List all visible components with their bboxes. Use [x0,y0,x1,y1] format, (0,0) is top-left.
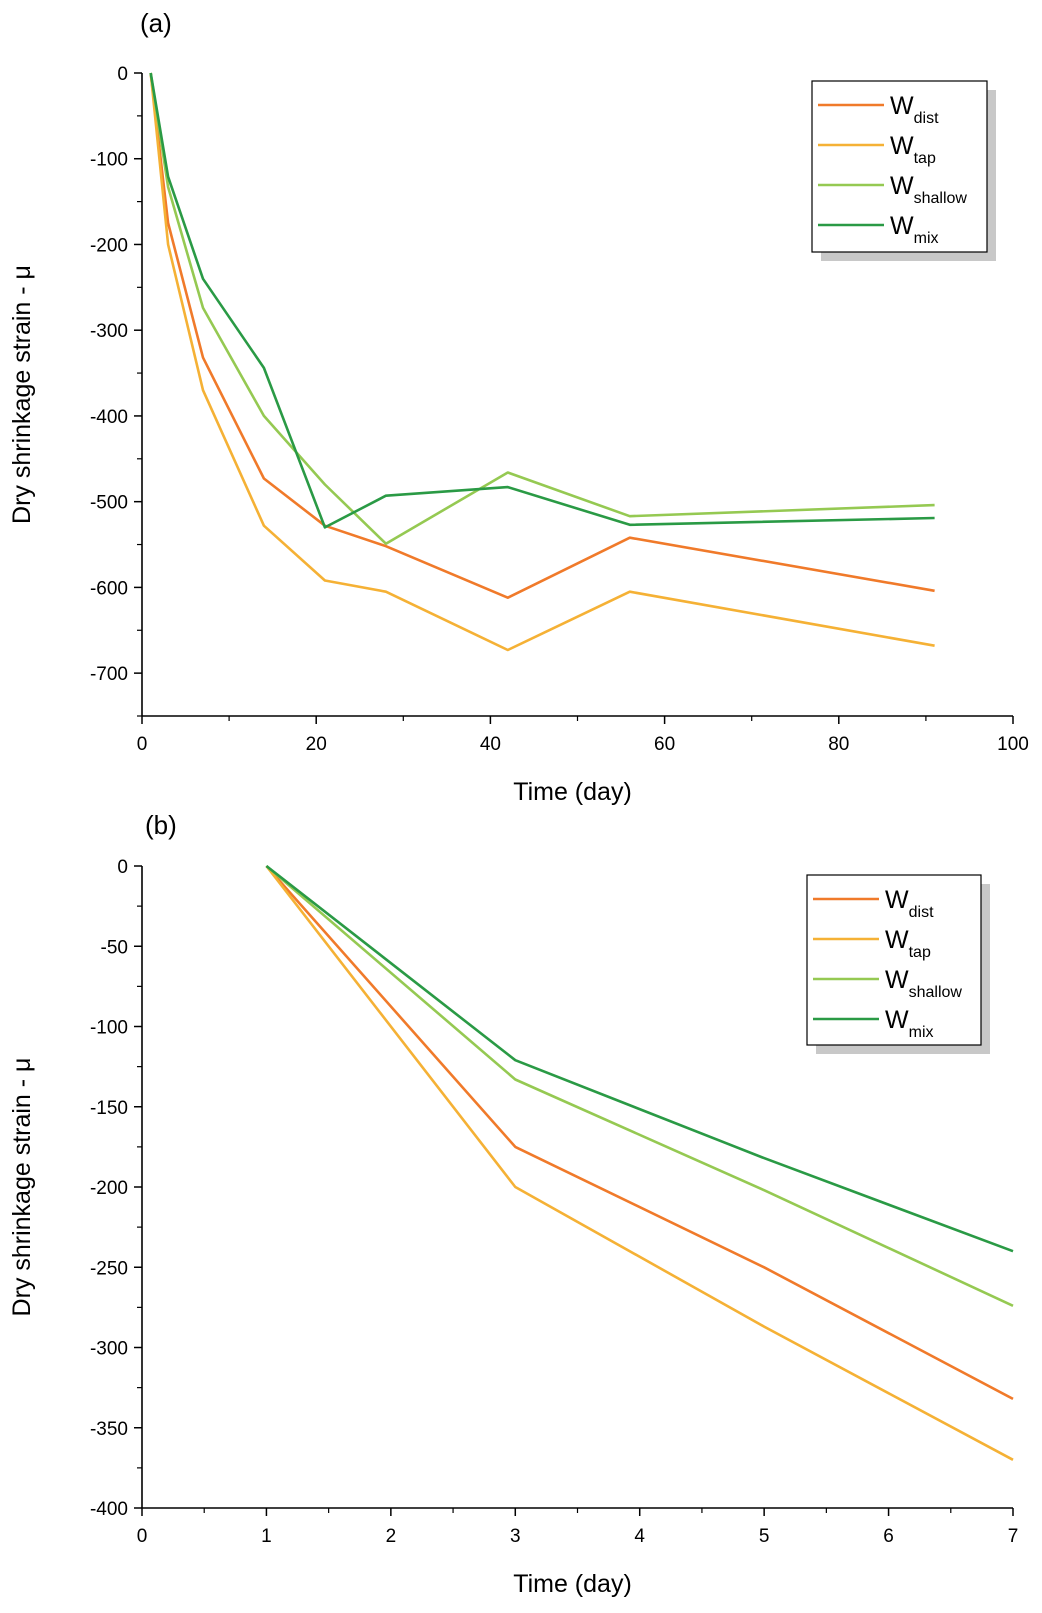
panel-a: (a) 0 20 40 60 80 100 0 -100 -200 -300 -400 -500 -600… [8,8,1029,806]
legend-box [811,80,988,253]
y-tick-label: -50 [101,937,128,958]
series-line-dist [265,865,1014,1401]
legend-label-dist: Wdist [885,886,934,921]
x-tick-label: 5 [759,1526,770,1547]
panel-label: (b) [145,810,177,840]
x-axis-title: Time (day) [513,778,632,806]
legend-label-sub: tap [909,944,931,961]
series-line-shallow [265,865,1014,1307]
panel-label: (a) [140,8,172,38]
y-tick-label: -100 [90,150,128,171]
x-tick-label: 100 [997,734,1029,755]
legend-label-sub: shallow [914,190,968,207]
y-tick-label: -150 [90,1098,128,1119]
x-tick-label: 0 [137,734,148,755]
y-tick-label: -400 [90,1499,128,1520]
y-tick-label: 0 [117,64,128,85]
legend-label-sub: tap [914,150,936,167]
legend-label-main: W [885,966,909,994]
y-tick-label: 0 [117,857,128,878]
legend-label-sub: mix [914,230,939,247]
series-line-mix [265,864,1014,1253]
series-line-tap [149,72,935,652]
x-tick-label: 4 [634,1526,645,1547]
legend-label-tap: Wtap [885,926,931,961]
x-tick-label: 80 [828,734,849,755]
legend-label-dist: Wdist [890,92,939,127]
x-tick-label: 6 [883,1526,894,1547]
x-tick-label: 3 [510,1526,521,1547]
x-tick-label: 0 [137,1526,148,1547]
legend-label-mix: Wmix [885,1006,934,1041]
legend-label-mix: Wmix [890,212,939,247]
y-axis-title: Dry shrinkage strain - μ [8,265,36,524]
y-axis-title: Dry shrinkage strain - μ [8,1058,36,1317]
y-tick-label: -400 [90,407,128,428]
y-tick-label: -250 [90,1258,128,1279]
legend-label-main: W [890,92,914,120]
x-tick-label: 1 [261,1526,272,1547]
y-tick-label: -350 [90,1419,128,1440]
legend-label-tap: Wtap [890,132,936,167]
legend-label-sub: mix [909,1024,934,1041]
legend-box [806,874,982,1046]
series-line-shallow [149,72,935,546]
x-tick-label: 7 [1008,1526,1019,1547]
panel-b: (b) 0 1 2 3 4 5 6 7 0 -50 -100 -150 -200 -250 -300 -350 -… [8,810,1018,1598]
x-tick-label: 40 [480,734,501,755]
y-tick-label: -300 [90,1339,128,1360]
series-line-mix [149,72,935,529]
y-tick-label: -500 [90,493,128,514]
y-tick-label: -200 [90,1178,128,1199]
legend-label-shallow: Wshallow [890,172,967,207]
legend-label-main: W [885,886,909,914]
legend-label-sub: shallow [909,984,963,1001]
x-tick-label: 60 [654,734,675,755]
y-tick-label: -100 [90,1018,128,1039]
x-axis-title: Time (day) [513,1570,632,1598]
legend-label-shallow: Wshallow [885,966,962,1001]
legend-label-main: W [890,212,914,240]
legend-label-sub: dist [914,110,939,127]
x-tick-label: 20 [306,734,327,755]
legend-label-main: W [885,1006,909,1034]
series-line-tap [265,865,1014,1461]
legend-label-main: W [890,132,914,160]
legend-label-main: W [885,926,909,954]
y-tick-label: -200 [90,235,128,256]
x-tick-label: 2 [386,1526,397,1547]
legend-label-main: W [890,172,914,200]
legend-label-sub: dist [909,904,934,921]
y-tick-label: -600 [90,578,128,599]
y-tick-label: -700 [90,664,128,685]
y-tick-label: -300 [90,321,128,342]
